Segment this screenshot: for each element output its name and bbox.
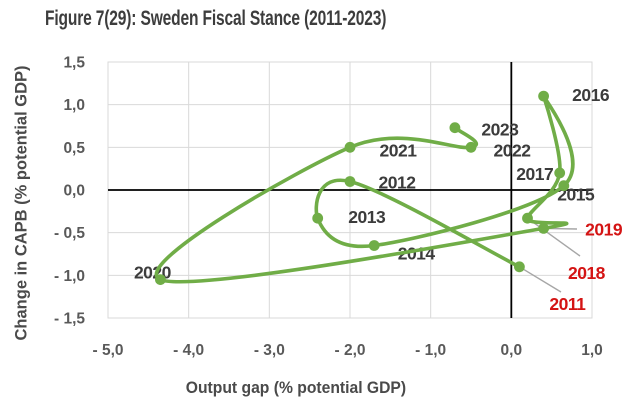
y-tick-label: - 0,5 bbox=[54, 225, 85, 242]
data-point-2014 bbox=[368, 240, 380, 251]
x-tick-label: - 5,0 bbox=[92, 342, 123, 359]
data-point-2021 bbox=[344, 141, 356, 153]
x-tick-label: 1,0 bbox=[581, 342, 603, 359]
y-tick-label: - 1,5 bbox=[54, 311, 85, 328]
y-tick-label: 1,5 bbox=[63, 55, 85, 72]
data-point-2023 bbox=[449, 122, 461, 134]
year-label-2023: 2023 bbox=[481, 120, 519, 140]
data-point-2011 bbox=[514, 261, 525, 273]
x-tick-label: - 4,0 bbox=[173, 342, 204, 359]
year-label-2016: 2016 bbox=[572, 85, 610, 105]
x-tick-label: - 2,0 bbox=[334, 342, 365, 359]
data-point-2013 bbox=[312, 212, 324, 224]
year-label-2011: 2011 bbox=[549, 294, 586, 314]
data-point-2020 bbox=[155, 274, 166, 285]
year-labels: 2011201220132014201520162017201820192020… bbox=[134, 85, 623, 314]
data-point-2015 bbox=[558, 180, 570, 192]
data-point-2012 bbox=[344, 176, 356, 187]
data-points bbox=[155, 90, 570, 285]
y-tick-label: - 1,0 bbox=[54, 268, 85, 285]
year-label-2021: 2021 bbox=[380, 140, 418, 160]
x-tick-label: - 1,0 bbox=[415, 342, 446, 359]
x-tick-label: 0,0 bbox=[501, 342, 523, 359]
leader-line-2011 bbox=[519, 266, 562, 293]
x-axis-title: Output gap (% potential GDP) bbox=[185, 379, 407, 397]
y-tick-label: 0,0 bbox=[63, 183, 85, 200]
year-label-2019: 2019 bbox=[585, 219, 623, 239]
y-tick-labels: 1,5 1,0 0,5 0,0 - 0,5 - 1,0 - 1,5 bbox=[54, 55, 85, 328]
x-tick-label: - 3,0 bbox=[254, 342, 285, 359]
year-label-2018: 2018 bbox=[568, 263, 606, 283]
year-label-2012: 2012 bbox=[379, 172, 417, 192]
year-label-2022: 2022 bbox=[494, 140, 532, 160]
data-point-2017 bbox=[554, 167, 566, 179]
x-tick-labels: - 5,0 - 4,0 - 3,0 - 2,0 - 1,0 0,0 1,0 bbox=[92, 342, 602, 359]
leader-line-2018 bbox=[527, 217, 581, 257]
y-tick-label: 1,0 bbox=[63, 97, 85, 114]
data-point-2022 bbox=[465, 141, 477, 153]
data-point-2019 bbox=[538, 223, 549, 234]
data-point-2018 bbox=[522, 212, 533, 224]
chart-title: Figure 7(29): Sweden Fiscal Stance (2011… bbox=[45, 7, 387, 30]
year-label-2017: 2017 bbox=[516, 164, 553, 184]
y-tick-label: 0,5 bbox=[63, 140, 85, 157]
data-point-2016 bbox=[538, 90, 549, 102]
year-label-2013: 2013 bbox=[348, 207, 386, 227]
